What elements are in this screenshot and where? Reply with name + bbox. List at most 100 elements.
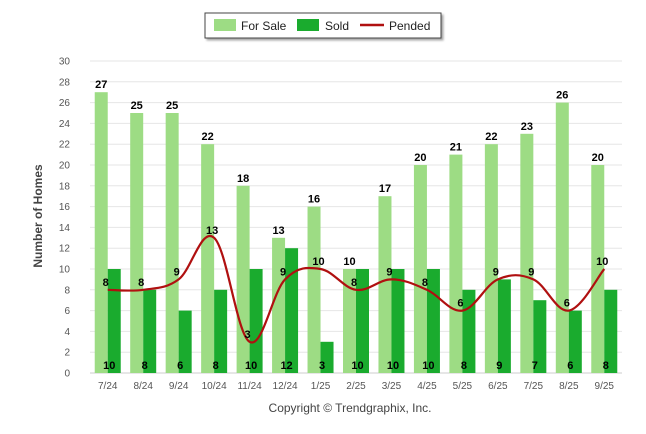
data-label-sold: 6 [177,360,183,372]
data-label-pended: 13 [206,225,218,237]
bar-sold [533,300,547,373]
bar-sold [497,279,511,373]
data-label-sold: 10 [351,360,363,372]
data-label-sold: 8 [461,360,467,372]
y-tick-label: 2 [64,348,70,359]
data-label-pended: 9 [174,266,180,278]
data-label-for-sale: 17 [379,183,391,195]
data-label-for-sale: 22 [485,131,497,143]
x-tick-label: 7/25 [524,381,544,392]
legend-label-pended: Pended [389,19,430,33]
x-tick-label: 8/24 [133,381,153,392]
data-label-sold: 10 [245,360,257,372]
bar-for-sale [449,154,463,373]
data-label-for-sale: 18 [237,173,249,185]
bar-sold [249,269,263,373]
y-tick-label: 18 [59,181,71,192]
data-label-sold: 6 [567,360,573,372]
bar-sold [143,289,157,373]
x-tick-label: 12/24 [273,381,298,392]
x-tick-label: 9/25 [595,381,615,392]
data-label-for-sale: 25 [166,100,178,112]
y-tick-label: 22 [59,140,71,151]
bar-for-sale [272,237,286,373]
x-tick-label: 1/25 [311,381,331,392]
x-tick-label: 6/25 [488,381,508,392]
data-label-pended: 8 [422,277,428,289]
bar-sold [568,310,582,373]
bar-for-sale [378,196,392,373]
x-tick-label: 2/25 [346,381,366,392]
bar-for-sale [94,92,108,373]
legend-frame [204,12,442,39]
y-tick-label: 26 [59,98,71,109]
bar-sold [426,269,440,373]
data-label-for-sale: 27 [95,79,107,91]
data-label-for-sale: 26 [556,90,568,102]
data-label-pended: 10 [596,256,608,268]
y-tick-label: 6 [64,306,70,317]
bar-for-sale [484,144,498,373]
y-tick-label: 24 [59,119,71,130]
bar-sold [320,341,334,373]
bar-for-sale [236,185,250,373]
data-label-for-sale: 16 [308,194,320,206]
y-tick-label: 14 [59,223,71,234]
data-label-pended: 9 [386,266,392,278]
bar-for-sale [520,133,534,373]
pended-line [107,234,606,344]
data-label-pended: 6 [564,298,570,310]
data-label-pended: 9 [493,266,499,278]
data-label-sold: 8 [213,360,219,372]
y-tick-label: 8 [64,285,70,296]
legend-label-sold: Sold [325,19,349,33]
bars-layer [94,92,618,373]
data-label-for-sale: 22 [202,131,214,143]
x-tick-label: 5/25 [453,381,473,392]
data-label-pended: 8 [138,277,144,289]
y-tick-label: 28 [59,77,71,88]
pended-line-layer [107,234,606,344]
data-label-for-sale: 20 [592,152,604,164]
bar-for-sale [165,113,179,373]
bar-sold [178,310,192,373]
data-label-sold: 7 [532,360,538,372]
y-tick-label: 12 [59,244,71,255]
legend-label-for-sale: For Sale [241,19,287,33]
data-labels-layer: 27 10 25 8 25 6 22 8 18 10 13 12 16 3 10 10 17 10 20 10 21 8 2… [95,79,609,372]
y-tick-label: 10 [59,265,71,276]
x-tick-label: 9/24 [169,381,189,392]
bar-for-sale [130,113,144,373]
bar-for-sale [201,144,215,373]
bar-sold [604,289,618,373]
bar-for-sale [591,165,605,373]
y-tick-label: 16 [59,202,71,213]
bar-sold [356,269,369,373]
bar-for-sale [343,269,356,373]
data-label-sold: 10 [422,360,434,372]
data-label-pended: 10 [312,256,324,268]
data-label-for-sale: 23 [521,121,533,133]
data-label-sold: 9 [496,360,502,372]
legend: For Sale Sold Pended [204,12,442,39]
data-label-pended: 8 [351,277,357,289]
y-tick-label: 4 [64,327,70,338]
data-label-for-sale: 13 [272,225,284,237]
legend-swatch-for-sale [214,19,236,31]
data-label-sold: 3 [319,360,325,372]
x-tick-label: 4/25 [417,381,437,392]
bar-for-sale [555,102,569,373]
x-tick-label: 3/25 [382,381,402,392]
x-tick-label: 7/24 [98,381,118,392]
data-label-pended: 6 [457,298,463,310]
data-label-pended: 3 [245,329,251,341]
bar-sold [214,289,228,373]
data-label-pended: 9 [280,266,286,278]
data-label-sold: 10 [387,360,399,372]
data-label-pended: 8 [103,277,109,289]
data-label-for-sale: 10 [343,256,355,268]
bar-for-sale [307,206,321,373]
